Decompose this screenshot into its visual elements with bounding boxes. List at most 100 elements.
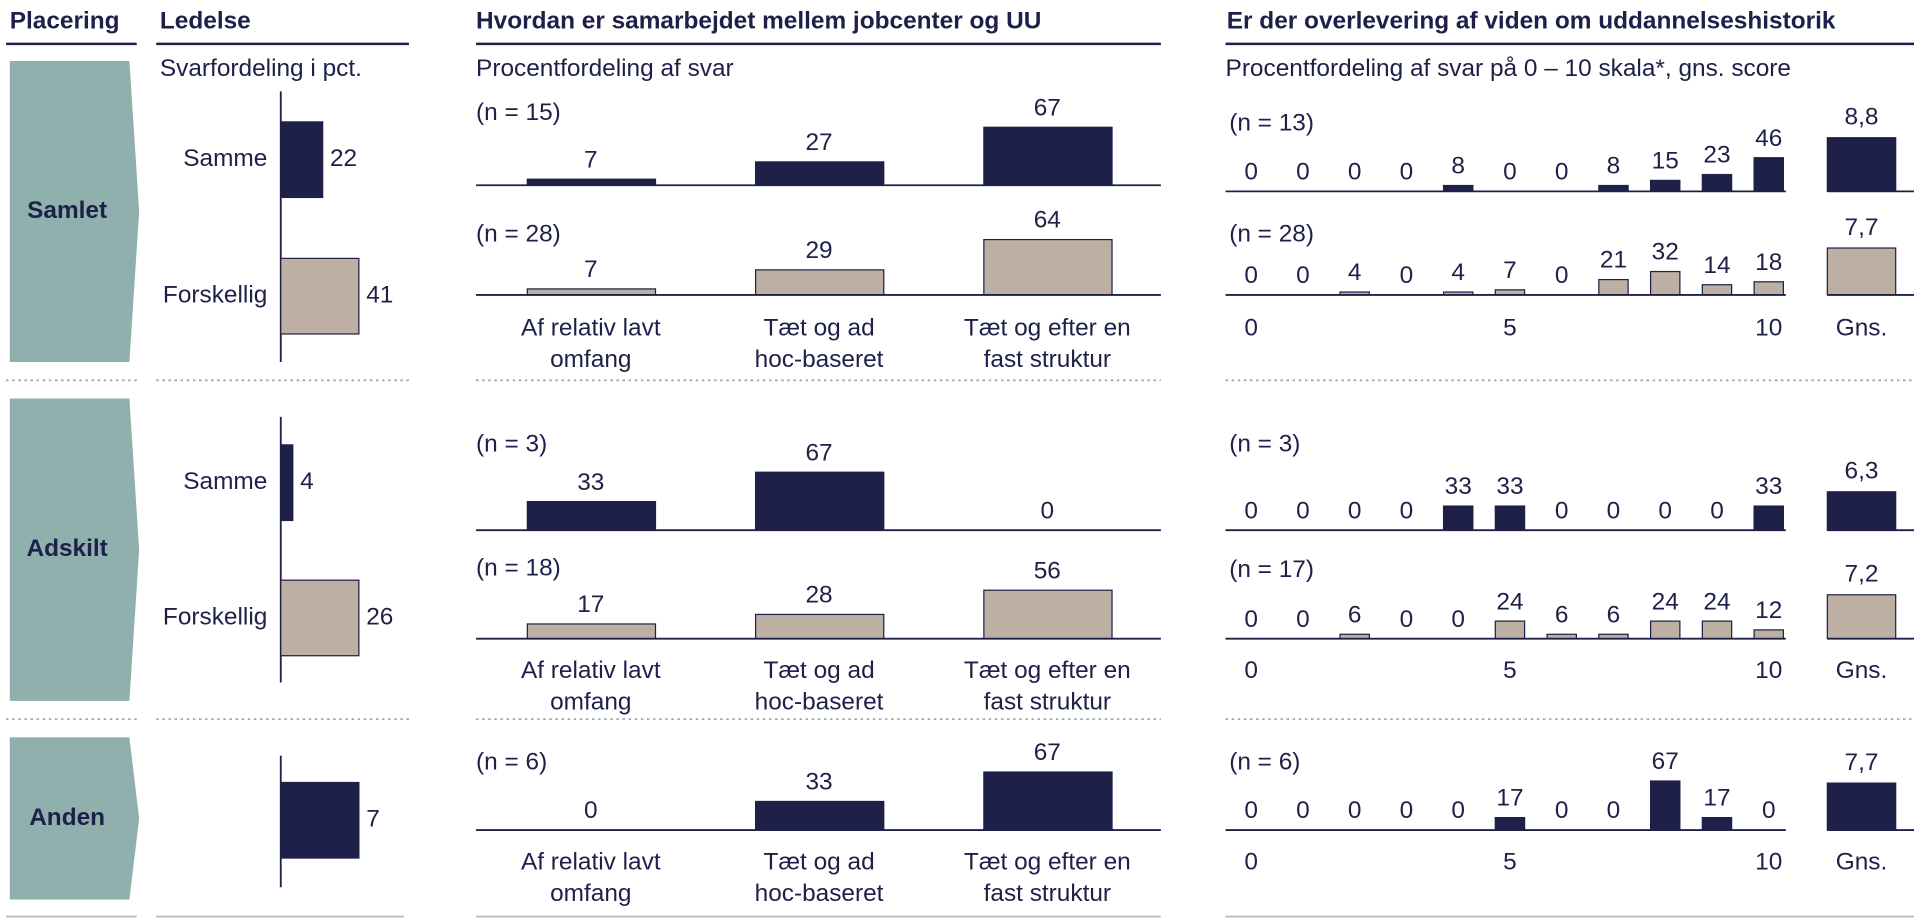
category-label: Samme <box>183 468 267 495</box>
mean-bar <box>1826 594 1897 640</box>
bar <box>280 444 294 522</box>
mean-bar <box>1826 782 1897 831</box>
value-label: 22 <box>330 145 357 172</box>
mean-label: 7,2 <box>1845 561 1879 588</box>
subtitle: Procentfordeling af svar <box>476 55 734 82</box>
bar <box>754 613 885 640</box>
value-label: 0 <box>1400 159 1414 186</box>
value-label: 0 <box>1555 797 1569 824</box>
value-label: 28 <box>805 582 832 609</box>
group-chevron <box>9 737 140 900</box>
group-chevron <box>9 398 140 701</box>
bar <box>983 238 1113 296</box>
value-label: 0 <box>1296 606 1310 633</box>
bar <box>754 161 885 186</box>
value-label: 0 <box>584 797 598 824</box>
category-label: Tæt og ad <box>763 315 874 342</box>
value-label: 23 <box>1703 142 1730 169</box>
value-label: 27 <box>805 129 832 156</box>
value-label: 4 <box>1451 259 1465 286</box>
x-tick-label: 5 <box>1503 657 1517 684</box>
x-tick-label: 0 <box>1244 848 1258 875</box>
value-label: 17 <box>1703 785 1730 812</box>
value-label: 0 <box>1762 797 1776 824</box>
bar <box>1701 284 1733 296</box>
bar <box>1649 620 1681 640</box>
value-label: 33 <box>1445 473 1472 500</box>
category-label: hoc-baseret <box>755 346 884 373</box>
value-label: 24 <box>1703 588 1730 615</box>
bar <box>1494 816 1526 831</box>
n-label: (n = 6) <box>1229 748 1300 775</box>
value-label: 0 <box>1400 262 1414 289</box>
value-label: 33 <box>1755 473 1782 500</box>
n-label: (n = 18) <box>476 555 561 582</box>
group-label: Samlet <box>27 197 107 224</box>
bar <box>1701 620 1733 640</box>
value-label: 56 <box>1034 557 1061 584</box>
x-tick-label: Gns. <box>1836 315 1888 342</box>
n-label: (n = 3) <box>1229 430 1300 457</box>
bar <box>754 800 885 831</box>
category-label: omfang <box>550 880 631 907</box>
value-label: 7 <box>584 146 598 173</box>
category-label: hoc-baseret <box>755 880 884 907</box>
value-label: 64 <box>1034 207 1061 234</box>
value-label: 17 <box>1496 785 1523 812</box>
bar <box>1753 281 1784 296</box>
x-tick-label: 10 <box>1755 848 1782 875</box>
bar <box>1753 157 1784 192</box>
value-label: 0 <box>1244 797 1258 824</box>
x-tick-label: 5 <box>1503 315 1517 342</box>
mean-bar <box>1826 137 1897 192</box>
category-label: fast struktur <box>984 880 1111 907</box>
separators <box>6 379 1914 721</box>
value-label: 4 <box>1348 259 1362 286</box>
bar <box>754 269 885 296</box>
value-label: 0 <box>1296 497 1310 524</box>
value-label: 15 <box>1652 148 1679 175</box>
value-label: 0 <box>1296 797 1310 824</box>
value-label: 4 <box>300 468 314 495</box>
value-label: 0 <box>1348 797 1362 824</box>
category-label: Af relativ lavt <box>521 848 661 875</box>
category-label: Samme <box>183 145 267 172</box>
value-label: 0 <box>1710 497 1724 524</box>
bar <box>1442 505 1474 531</box>
header: Ledelse <box>160 7 251 34</box>
value-label: 0 <box>1555 497 1569 524</box>
category-label: Tæt og efter en <box>964 657 1131 684</box>
value-label: 8 <box>1451 153 1465 180</box>
x-tick-label: Gns. <box>1836 657 1888 684</box>
subtitle: Svarfordeling i pct. <box>160 55 362 82</box>
value-label: 21 <box>1600 247 1627 274</box>
x-tick-label: Gns. <box>1836 848 1888 875</box>
group-chevron <box>9 60 140 362</box>
bar <box>1701 173 1733 192</box>
x-tick-label: 10 <box>1755 657 1782 684</box>
category-label: Forskellig <box>163 603 267 630</box>
n-label: (n = 28) <box>476 221 561 248</box>
mean-label: 7,7 <box>1845 749 1879 776</box>
value-label: 33 <box>1496 473 1523 500</box>
value-label: 67 <box>1652 748 1679 775</box>
value-label: 18 <box>1755 249 1782 276</box>
value-label: 0 <box>1451 797 1465 824</box>
value-label: 0 <box>1348 159 1362 186</box>
value-label: 67 <box>1034 94 1061 121</box>
bar <box>526 623 657 640</box>
value-label: 0 <box>1244 262 1258 289</box>
value-label: 0 <box>1607 797 1621 824</box>
bar <box>1701 816 1733 831</box>
value-label: 14 <box>1703 252 1730 279</box>
value-label: 24 <box>1652 588 1679 615</box>
value-label: 0 <box>1348 497 1362 524</box>
value-label: 7 <box>584 256 598 283</box>
n-label: (n = 6) <box>476 748 547 775</box>
value-label: 24 <box>1496 588 1523 615</box>
bar <box>754 471 885 531</box>
bar <box>1753 629 1784 640</box>
value-label: 0 <box>1400 497 1414 524</box>
x-tick-label: 0 <box>1244 657 1258 684</box>
